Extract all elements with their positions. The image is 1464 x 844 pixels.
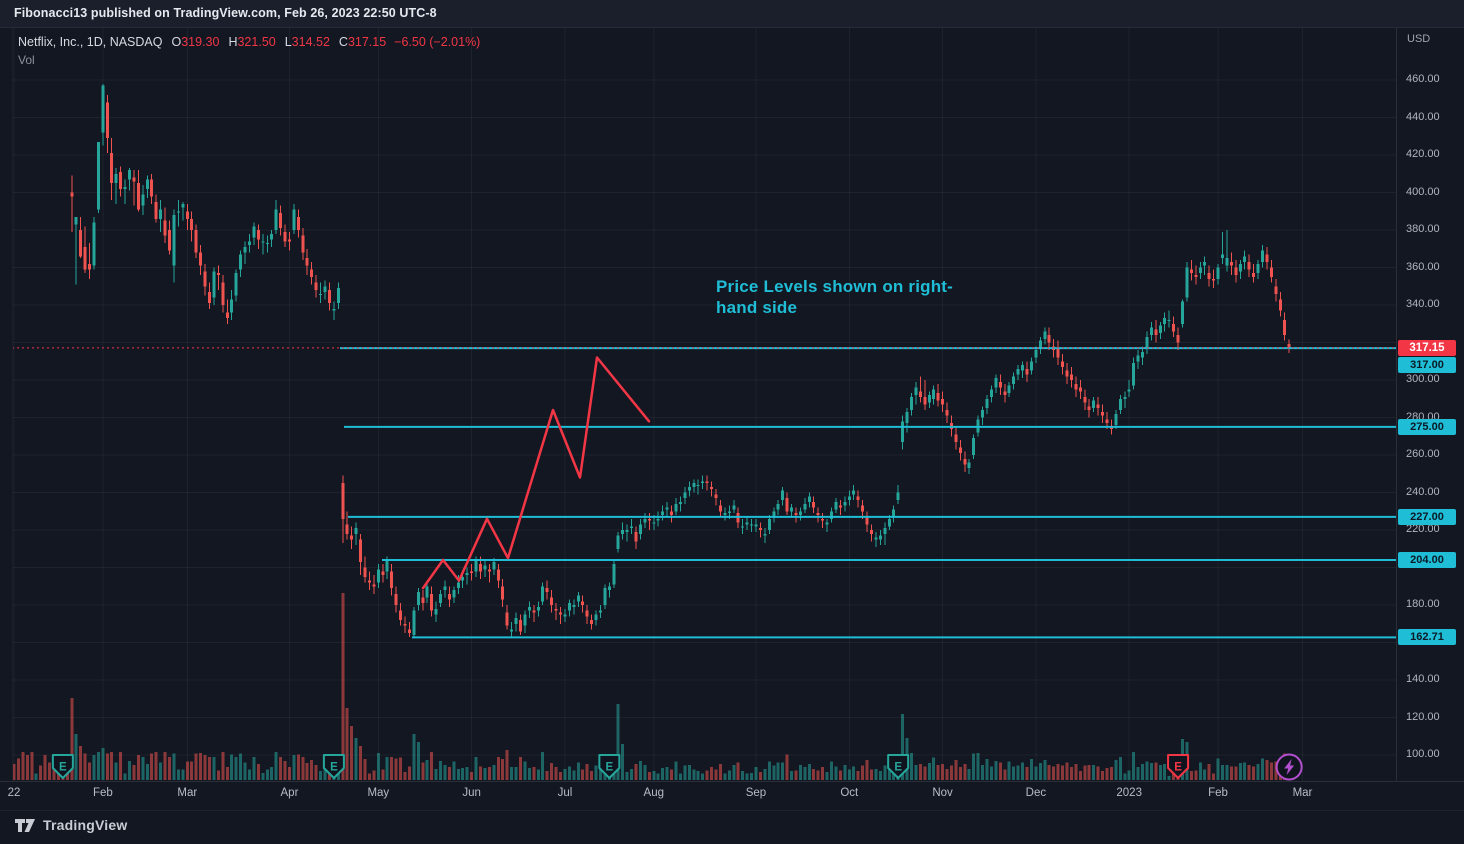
svg-text:E: E — [1174, 762, 1182, 774]
high-value: 321.50 — [237, 35, 276, 49]
price-axis-label: 140.00 — [1406, 673, 1440, 685]
price-axis-label: 400.00 — [1406, 185, 1440, 198]
price-axis-label: 440.00 — [1406, 110, 1440, 123]
svg-text:E: E — [59, 762, 67, 774]
time-axis-label: Aug — [643, 787, 665, 799]
time-axis-separator — [0, 781, 1464, 782]
price-axis-label: 180.00 — [1406, 598, 1440, 610]
open-label: O — [171, 35, 182, 49]
time-axis-label: May — [367, 787, 390, 799]
volume-bars — [12, 593, 1291, 780]
publish-attribution: Fibonacci13 published on TradingView.com… — [14, 6, 437, 20]
time-axis-label: Feb — [92, 787, 113, 799]
time-axis-label: Apr — [280, 787, 299, 799]
time-axis-label: Jul — [557, 787, 573, 799]
footer-separator — [0, 810, 1464, 811]
time-axis-label: 2023 — [1116, 787, 1142, 799]
earnings-badge-icon[interactable]: E — [322, 754, 345, 779]
tradingview-brand-text: TradingView — [43, 816, 128, 833]
low-label: L — [284, 35, 292, 49]
time-axis-label: 22 — [7, 787, 21, 799]
earnings-badge-icon[interactable]: E — [1167, 754, 1190, 779]
time-axis-label: Mar — [177, 787, 198, 799]
price-axis-label: 100.00 — [1406, 748, 1440, 760]
price-axis-label: 260.00 — [1406, 448, 1440, 460]
time-axis-label: Dec — [1025, 787, 1047, 799]
price-level-label[interactable]: 317.00 — [1398, 357, 1456, 373]
svg-text:E: E — [894, 762, 902, 774]
change-value: −6.50 (−2.01%) — [394, 35, 481, 49]
annotation-line1: Price Levels shown on right- — [716, 277, 954, 296]
chart-text-annotation[interactable]: Price Levels shown on right- hand side — [716, 276, 953, 318]
price-axis-label: 460.00 — [1406, 73, 1440, 85]
price-axis-label: 420.00 — [1406, 148, 1440, 160]
open-value: 319.30 — [181, 35, 220, 49]
close-label: C — [338, 35, 348, 49]
price-axis-label: 240.00 — [1406, 485, 1440, 498]
publish-header: Fibonacci13 published on TradingView.com… — [0, 0, 1464, 28]
price-level-lines[interactable] — [340, 347, 1396, 639]
price-level-label[interactable]: 275.00 — [1398, 419, 1456, 435]
pane-left-border — [12, 28, 13, 781]
price-axis-label: 300.00 — [1406, 373, 1440, 385]
time-axis-label: Sep — [745, 787, 767, 799]
high-label: H — [228, 35, 238, 49]
price-axis-label: 120.00 — [1406, 710, 1440, 723]
price-level-label[interactable]: 204.00 — [1398, 552, 1456, 568]
svg-text:E: E — [606, 762, 614, 774]
close-value: 317.15 — [347, 35, 387, 49]
low-value: 314.52 — [291, 35, 330, 49]
symbol-legend[interactable]: Netflix, Inc., 1D, NASDAQ O319.30 H321.50 L… — [18, 35, 480, 49]
price-axis-separator — [1396, 28, 1397, 781]
price-axis-label: 360.00 — [1406, 260, 1440, 273]
tradingview-logo-icon — [15, 819, 35, 832]
price-axis-label: 220.00 — [1406, 523, 1440, 535]
earnings-badge-icon[interactable]: E — [887, 754, 910, 779]
candlestick-series — [70, 83, 1291, 638]
price-axis-label: 380.00 — [1406, 223, 1440, 235]
time-axis-label: Nov — [932, 787, 953, 799]
time-axis-label: Jun — [462, 787, 481, 799]
svg-text:E: E — [330, 762, 338, 774]
last-price-label: 317.15 — [1398, 340, 1456, 356]
annotation-line2: hand side — [716, 298, 798, 317]
time-axis-label: Oct — [840, 787, 859, 799]
earnings-badge-icon[interactable]: E — [51, 754, 74, 779]
price-level-label[interactable]: 162.71 — [1398, 629, 1456, 645]
price-level-label[interactable]: 227.00 — [1398, 509, 1456, 525]
time-axis-label: Feb — [1208, 787, 1228, 799]
time-axis-label: Mar — [1292, 787, 1313, 799]
axis-currency-label: USD — [1407, 33, 1431, 45]
price-axis-label: 340.00 — [1406, 298, 1440, 310]
zigzag-drawing[interactable] — [421, 356, 651, 590]
event-flash-badge-icon[interactable] — [1275, 753, 1303, 781]
grid-lines — [12, 28, 1396, 781]
symbol-description[interactable]: Netflix, Inc., 1D, NASDAQ — [18, 35, 163, 49]
footer-branding[interactable]: TradingView — [14, 816, 127, 833]
volume-indicator-label[interactable]: Vol — [18, 53, 35, 67]
earnings-badge-icon[interactable]: E — [598, 754, 621, 779]
